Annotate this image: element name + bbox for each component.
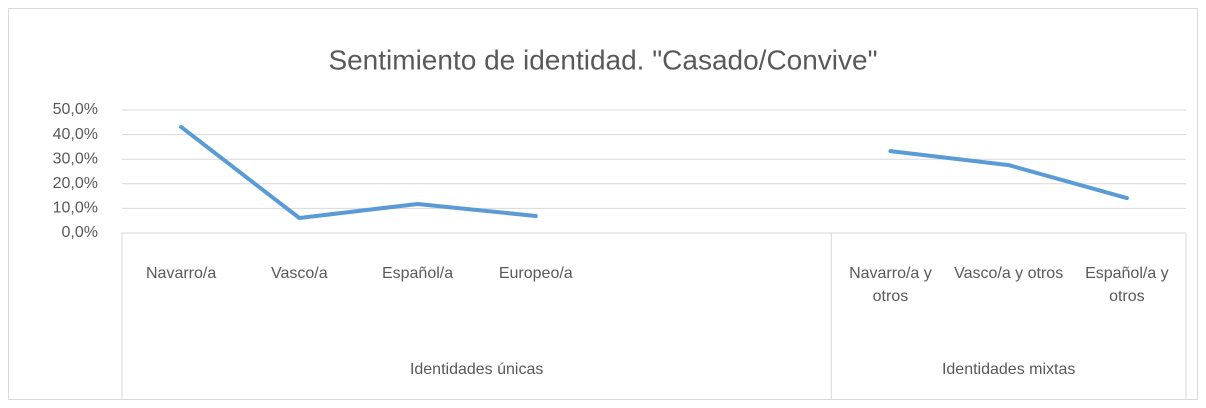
- x-tick-label: Navarro/a y otros: [849, 265, 932, 305]
- y-tick-label: 0,0%: [62, 224, 98, 241]
- y-tick-label: 30,0%: [53, 150, 98, 167]
- y-tick-label: 40,0%: [53, 126, 98, 143]
- x-tick-label: Español/a: [381, 265, 454, 282]
- chart-title: Sentimiento de identidad. "Casado/Conviv…: [328, 44, 877, 75]
- x-tick-label: Europeo/a: [498, 265, 573, 282]
- y-tick-label: 10,0%: [53, 200, 98, 217]
- chart-border: [8, 8, 1198, 400]
- x-tick-label: Navarro/a: [145, 265, 217, 282]
- x-tick-label: Español/a y otros: [1085, 265, 1169, 305]
- y-tick-label: 50,0%: [53, 101, 98, 118]
- line-series: [179, 124, 538, 220]
- line-series: [888, 149, 1129, 201]
- y-tick-label: 20,0%: [53, 175, 98, 192]
- x-tick-label: Vasco/a y otros: [954, 265, 1064, 282]
- x-tick-label: Vasco/a: [271, 265, 328, 282]
- group-label: Identidades mixtas: [941, 361, 1076, 378]
- group-label: Identidades únicas: [409, 361, 544, 378]
